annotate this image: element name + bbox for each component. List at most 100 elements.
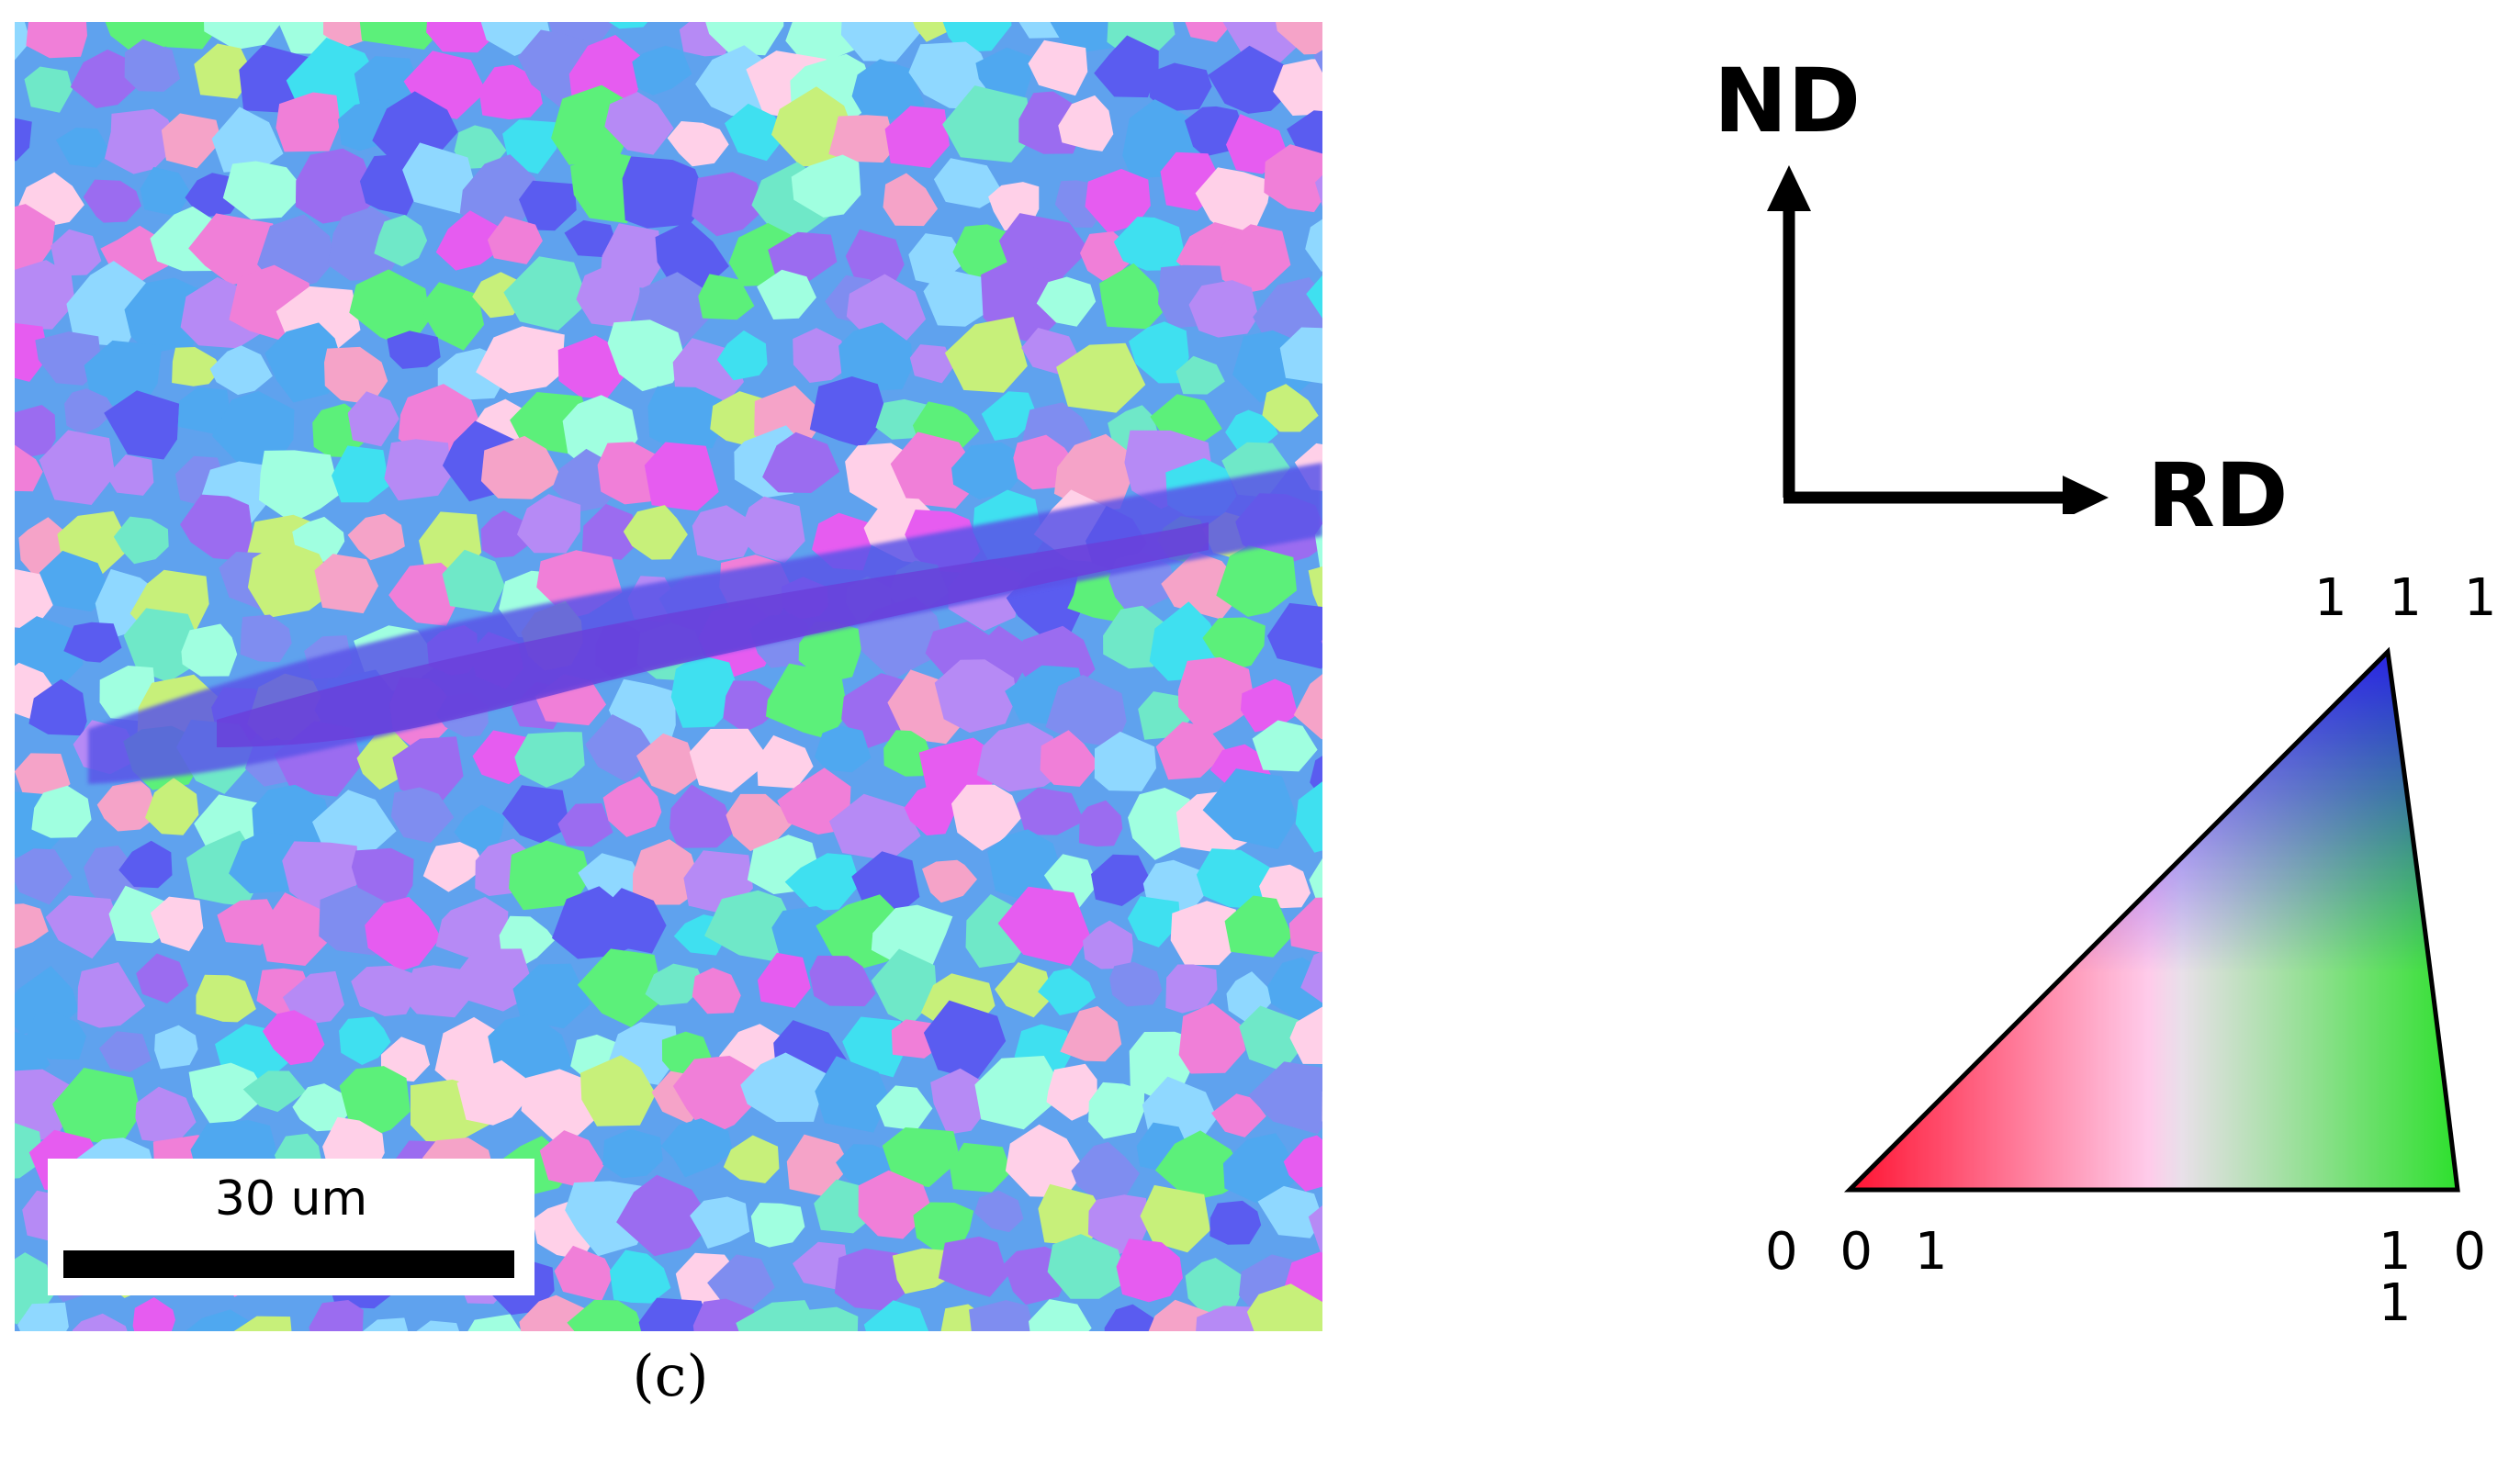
grain (1279, 327, 1322, 384)
ipf-corner-101-label: 1 0 1 (2379, 1222, 2500, 1333)
grain (1202, 768, 1298, 849)
grain (185, 173, 241, 219)
grain (798, 621, 865, 683)
grain (442, 549, 505, 613)
grain (314, 554, 379, 614)
grain (349, 269, 431, 349)
grain (295, 148, 379, 224)
grain (951, 784, 1022, 851)
grain (124, 277, 205, 353)
grain (262, 1010, 325, 1066)
grain (422, 842, 486, 892)
grain (240, 614, 292, 663)
grain (77, 962, 146, 1028)
grain (1289, 1006, 1322, 1064)
grain (740, 1052, 827, 1122)
grain (172, 347, 222, 387)
grain (667, 121, 729, 167)
grain (1029, 1299, 1092, 1331)
grain (459, 154, 541, 235)
grain (1306, 275, 1322, 319)
grain (1248, 1061, 1322, 1135)
grain (1091, 854, 1153, 906)
grain (1222, 22, 1299, 68)
nd-arrow-icon (1767, 165, 1811, 498)
grain (692, 172, 764, 237)
grain (233, 1316, 292, 1331)
grain (633, 839, 703, 905)
grain (1140, 1184, 1210, 1253)
grain (942, 85, 1032, 162)
grain (871, 904, 953, 969)
grain (324, 346, 388, 405)
rd-arrow-icon (1783, 476, 2109, 514)
grain (480, 435, 563, 499)
grain (15, 22, 31, 61)
grain (132, 1297, 175, 1331)
grain (602, 776, 662, 837)
grain (259, 892, 329, 966)
grain (454, 804, 505, 853)
grain (1305, 219, 1322, 272)
grain (1109, 961, 1163, 1007)
grain (580, 1055, 657, 1126)
grain (938, 1236, 1008, 1297)
grain (815, 1056, 890, 1133)
grain (1040, 730, 1099, 787)
grain (622, 156, 709, 229)
grain (1216, 224, 1291, 294)
grain (883, 173, 939, 227)
grain (519, 180, 577, 231)
grain (636, 733, 700, 795)
grain (609, 1249, 671, 1304)
grain (1085, 168, 1151, 234)
grain (581, 503, 642, 560)
grain (1087, 1194, 1149, 1254)
grain (1266, 602, 1322, 669)
grain (690, 1196, 750, 1249)
grain (672, 1056, 759, 1137)
grain (726, 793, 796, 852)
nd-axis-label: ND (1714, 50, 1862, 152)
grain (392, 736, 464, 804)
grain (1170, 901, 1244, 966)
grain (670, 654, 741, 728)
grain (312, 790, 397, 859)
grain (503, 256, 590, 331)
grain (660, 1118, 733, 1178)
grain (882, 1127, 961, 1188)
grain (15, 662, 59, 720)
grain (1283, 1135, 1322, 1192)
grain (1264, 144, 1322, 213)
grain (15, 903, 49, 949)
grain (15, 848, 73, 905)
grain (1188, 280, 1259, 338)
grain (768, 231, 838, 283)
grain (669, 784, 736, 848)
grain (757, 734, 814, 789)
grain (1276, 22, 1322, 55)
grain (851, 59, 925, 120)
grain (52, 1068, 141, 1147)
grain (145, 778, 199, 835)
grain (1240, 678, 1299, 733)
grain (154, 1025, 198, 1070)
grain (1208, 45, 1294, 114)
grain (347, 391, 399, 447)
grain (1088, 1081, 1145, 1139)
grain (222, 161, 307, 219)
rd-axis-label: RD (2147, 444, 2289, 547)
grain (557, 803, 613, 847)
grain (791, 154, 861, 218)
grain (1046, 1063, 1097, 1121)
grain (716, 330, 768, 381)
grain (1257, 1185, 1322, 1238)
grain (35, 331, 102, 386)
grain (354, 56, 422, 109)
grain (786, 1134, 850, 1197)
grain (692, 505, 754, 561)
grain (467, 1314, 523, 1331)
ipf-triangle-outline (1843, 646, 2460, 1193)
grain (736, 1300, 821, 1331)
grain (63, 622, 122, 663)
